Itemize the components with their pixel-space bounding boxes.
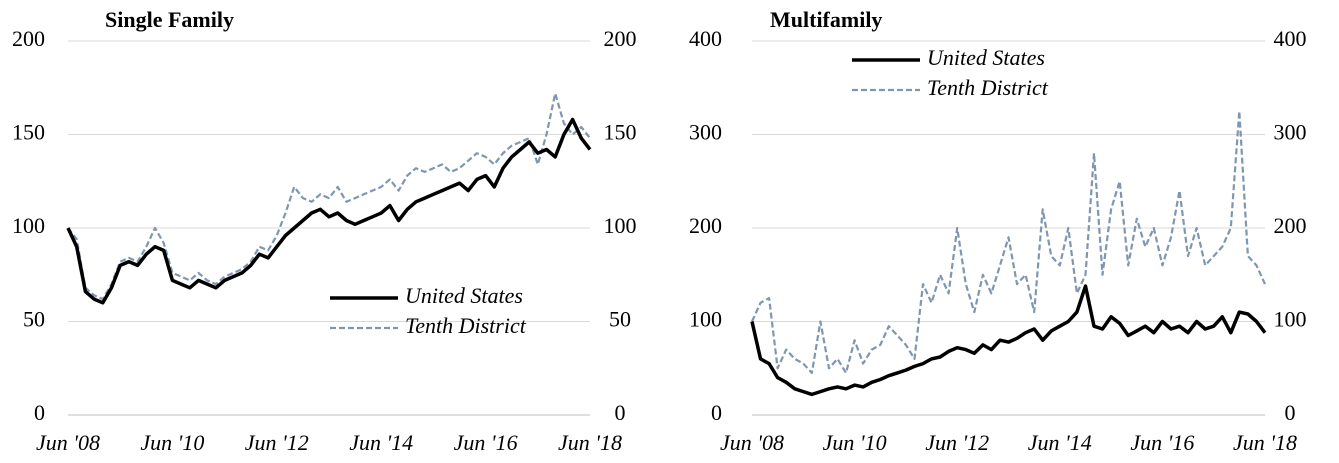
- chart-title: Single Family: [105, 7, 234, 32]
- x-tick-label: Jun '16: [1130, 430, 1194, 455]
- legend-label: Tenth District: [927, 75, 1049, 100]
- series-line: [750, 110, 1267, 374]
- series-line: [67, 92, 591, 301]
- y2-tick-label: 100: [1274, 307, 1307, 332]
- y-tick-label: 50: [23, 307, 45, 332]
- legend-label: United States: [405, 283, 523, 308]
- y2-tick-label: 400: [1274, 26, 1307, 51]
- y2-tick-label: 150: [604, 120, 637, 145]
- y2-tick-label: 300: [1274, 120, 1307, 145]
- x-tick-label: Jun '14: [1028, 430, 1092, 455]
- y2-tick-label: 100: [604, 213, 637, 238]
- y-tick-label: 0: [711, 400, 722, 425]
- y2-tick-label: 200: [604, 26, 637, 51]
- y-tick-label: 100: [12, 213, 45, 238]
- x-tick-label: Jun '14: [349, 430, 413, 455]
- x-tick-label: Jun '08: [36, 430, 100, 455]
- y2-tick-label: 50: [609, 307, 631, 332]
- y2-tick-label: 0: [1285, 400, 1296, 425]
- x-tick-label: Jun '10: [140, 430, 204, 455]
- y-tick-label: 200: [12, 26, 45, 51]
- x-tick-label: Jun '16: [454, 430, 518, 455]
- legend-label: Tenth District: [405, 313, 527, 338]
- y-tick-label: 100: [689, 307, 722, 332]
- x-tick-label: Jun '12: [925, 430, 989, 455]
- y-tick-label: 400: [689, 26, 722, 51]
- y-tick-label: 150: [12, 120, 45, 145]
- y-tick-label: 200: [689, 213, 722, 238]
- y-tick-label: 0: [34, 400, 45, 425]
- y-tick-label: 300: [689, 120, 722, 145]
- x-tick-label: Jun '18: [558, 430, 622, 455]
- chart-title: Multifamily: [770, 7, 882, 32]
- x-tick-label: Jun '10: [823, 430, 887, 455]
- x-tick-label: Jun '12: [245, 430, 309, 455]
- legend-label: United States: [927, 45, 1045, 70]
- x-tick-label: Jun '08: [720, 430, 784, 455]
- series-line: [750, 284, 1267, 397]
- x-tick-label: Jun '18: [1233, 430, 1297, 455]
- series-line: [66, 117, 592, 305]
- y2-tick-label: 0: [615, 400, 626, 425]
- y2-tick-label: 200: [1274, 213, 1307, 238]
